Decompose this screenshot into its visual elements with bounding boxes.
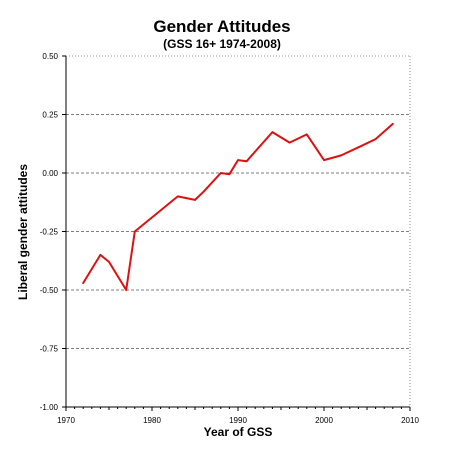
series-layer bbox=[82, 122, 394, 291]
axes bbox=[62, 55, 411, 411]
data-point bbox=[392, 123, 394, 125]
chart-subtitle: (GSS 16+ 1974-2008) bbox=[163, 37, 281, 51]
y-tick-labels: 0.50 0.25 0.00 -0.25 -0.50 -0.75 -1.00 bbox=[40, 52, 59, 412]
y-tick-label: -1.00 bbox=[40, 403, 59, 412]
x-tick-label: 2000 bbox=[315, 416, 333, 425]
data-point bbox=[323, 159, 325, 161]
data-point bbox=[357, 146, 360, 149]
y-tick-label: 0.50 bbox=[42, 52, 58, 61]
x-tick-label: 1990 bbox=[229, 416, 247, 425]
x-axis-label: Year of GSS bbox=[204, 425, 273, 439]
data-point bbox=[194, 199, 196, 201]
data-point bbox=[237, 159, 239, 161]
data-point bbox=[99, 254, 102, 256]
data-point bbox=[245, 160, 248, 163]
x-tick-label: 2010 bbox=[401, 416, 419, 425]
data-point bbox=[220, 172, 222, 174]
data-point bbox=[202, 190, 205, 193]
data-point bbox=[108, 261, 110, 263]
y-tick-label: 0.00 bbox=[42, 169, 58, 178]
y-tick-label: -0.50 bbox=[40, 286, 59, 295]
grid-lines bbox=[66, 114, 410, 349]
y-axis-label: Liberal gender attitudes bbox=[16, 164, 30, 300]
data-point bbox=[340, 154, 343, 157]
x-tick-label: 1970 bbox=[57, 416, 75, 425]
y-tick-label: -0.25 bbox=[40, 228, 59, 237]
data-point bbox=[82, 282, 84, 284]
y-tick-label: 0.25 bbox=[42, 111, 58, 120]
data-point bbox=[134, 230, 136, 233]
series-line bbox=[82, 122, 394, 291]
y-tick-label: -0.75 bbox=[40, 345, 59, 354]
data-point bbox=[168, 202, 170, 205]
data-point bbox=[374, 138, 377, 140]
data-point bbox=[271, 131, 274, 133]
x-tick-label: 1980 bbox=[143, 416, 161, 425]
data-point bbox=[125, 289, 127, 291]
data-point bbox=[177, 195, 179, 198]
x-tick-labels: 1970 1980 1990 2000 2010 bbox=[57, 416, 419, 425]
data-point bbox=[228, 173, 231, 175]
chart-title: Gender Attitudes bbox=[153, 17, 290, 36]
data-point bbox=[288, 141, 291, 144]
data-point bbox=[306, 133, 308, 136]
